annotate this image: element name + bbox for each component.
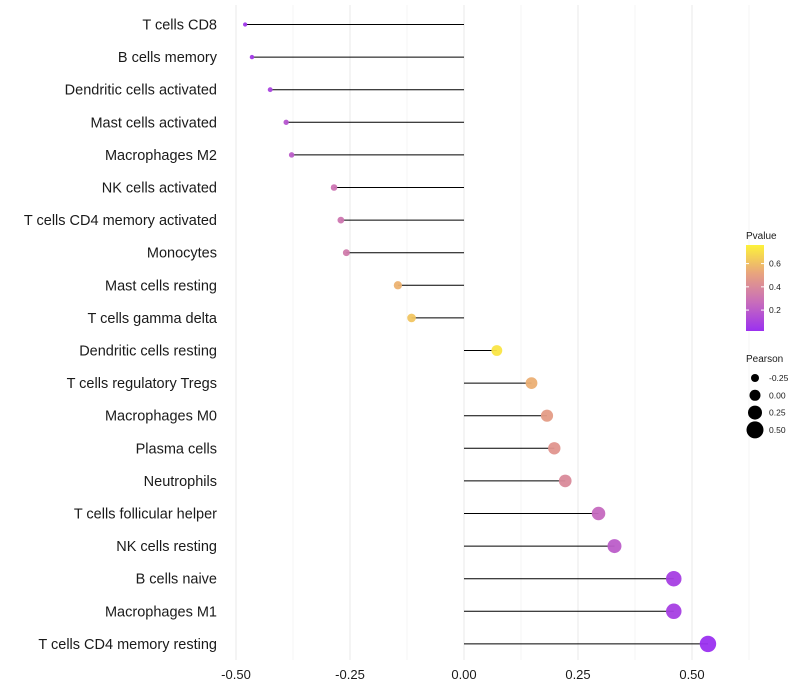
lollipop-point (666, 603, 682, 620)
lollipop-point (548, 442, 561, 455)
x-tick-label: 0.25 (565, 667, 590, 682)
y-axis-label: T cells follicular helper (74, 507, 217, 523)
pearson-legend-label: 0.25 (769, 408, 786, 418)
pvalue-legend-title: Pvalue (746, 231, 777, 242)
y-axis-label: Macrophages M1 (105, 604, 217, 620)
y-axis-label: T cells CD8 (142, 18, 217, 34)
pearson-legend-label: 0.50 (769, 425, 786, 435)
y-axis-label: NK cells resting (116, 539, 217, 555)
y-axis-label: Dendritic cells resting (79, 344, 217, 360)
lollipop-point (558, 474, 572, 488)
lollipop-point (540, 409, 554, 422)
pearson-legend-title: Pearson (746, 354, 783, 365)
y-axis-label: T cells regulatory Tregs (67, 376, 217, 392)
pvalue-colorbar (746, 245, 764, 331)
x-tick-label: 0.50 (679, 667, 704, 682)
lollipop-point (607, 539, 622, 554)
y-axis-label: Macrophages M2 (105, 148, 217, 164)
pvalue-legend-ticks: 0.2 0.4 0.6 (746, 259, 781, 315)
y-axis-label: T cells gamma delta (88, 311, 218, 327)
y-axis-label: Mast cells activated (90, 115, 217, 131)
pvalue-tick-label: 0.6 (769, 259, 781, 269)
pearson-legend-label: 0.00 (769, 390, 786, 400)
lollipop-point (666, 570, 682, 587)
x-axis-ticks: -0.50 -0.25 0.00 0.25 0.50 (221, 667, 704, 682)
lollipop-point (491, 345, 503, 356)
x-tick-label: 0.00 (451, 667, 476, 682)
pearson-legend-key (748, 405, 762, 420)
y-axis-label: T cells CD4 memory activated (24, 213, 217, 229)
lollipop-point (337, 216, 345, 224)
y-axis-label: Plasma cells (136, 441, 217, 457)
lollipop-point (249, 54, 255, 60)
lollipop-point (283, 119, 289, 125)
lollipop-point (699, 635, 717, 653)
lollipop-point (525, 377, 538, 389)
x-tick-label: -0.50 (221, 667, 251, 682)
pearson-legend-key (746, 421, 764, 439)
y-axis-label: NK cells activated (102, 181, 217, 197)
pearson-legend-key (749, 389, 761, 401)
lollipop-point (288, 152, 295, 158)
y-axis-label: Neutrophils (144, 474, 217, 490)
pearson-legend-label: -0.25 (769, 373, 789, 383)
lollipop-point (407, 313, 416, 323)
y-axis-label: Mast cells resting (105, 278, 217, 294)
lollipop-stems (245, 24, 708, 645)
y-axis-label: Dendritic cells activated (65, 83, 217, 99)
lollipop-point (342, 249, 350, 257)
x-tick-label: -0.25 (335, 667, 365, 682)
lollipop-point (243, 22, 248, 27)
y-axis-labels: T cells CD8 B cells memory Dendritic cells… (24, 18, 218, 653)
y-axis-label: Macrophages M0 (105, 409, 217, 425)
pearson-legend-items: -0.25 0.00 0.25 0.50 (746, 373, 789, 439)
pearson-legend-key (751, 374, 759, 382)
lollipop-points (243, 22, 717, 653)
lollipop-point (591, 506, 606, 521)
grid-lines (235, 5, 750, 660)
lollipop-point (267, 87, 273, 93)
pvalue-legend: Pvalue 0.2 0.4 0.6 (746, 231, 781, 331)
y-axis-label: T cells CD4 memory resting (38, 637, 217, 653)
pvalue-tick-label: 0.2 (769, 305, 781, 315)
lollipop-point (330, 184, 338, 191)
y-axis-label: Monocytes (147, 246, 217, 262)
pearson-legend: Pearson -0.25 0.00 0.25 0.50 (746, 354, 789, 439)
pvalue-tick-label: 0.4 (769, 282, 781, 292)
y-axis-label: B cells naive (136, 572, 217, 588)
y-axis-label: B cells memory (118, 50, 218, 66)
lollipop-point (393, 281, 403, 290)
